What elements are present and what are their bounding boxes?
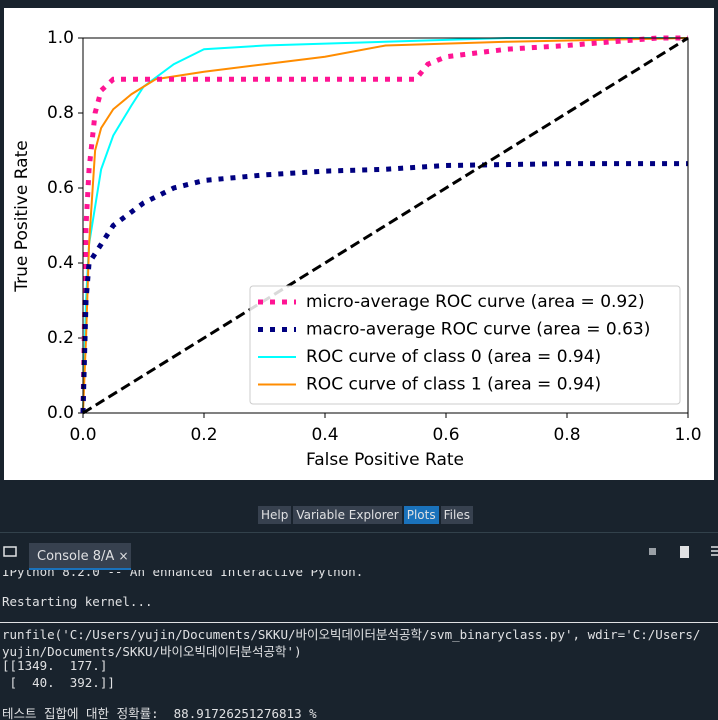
options-icon[interactable] bbox=[3, 546, 17, 557]
menu-icon[interactable] bbox=[711, 546, 718, 556]
stop-icon[interactable] bbox=[649, 548, 656, 555]
x-tick-label: 1.0 bbox=[674, 425, 701, 445]
legend-label: ROC curve of class 0 (area = 0.94) bbox=[306, 347, 601, 367]
y-tick-label: 0.6 bbox=[47, 178, 74, 198]
x-tick-label: 0.0 bbox=[69, 425, 96, 445]
x-tick-label: 0.6 bbox=[432, 425, 459, 445]
separator bbox=[0, 622, 718, 623]
y-tick-label: 0.8 bbox=[47, 103, 74, 123]
console-line: Restarting kernel... bbox=[2, 594, 153, 609]
legend-label: micro-average ROC curve (area = 0.92) bbox=[306, 292, 645, 312]
x-tick-label: 0.8 bbox=[553, 425, 580, 445]
console-line: [ 40. 392.]] bbox=[2, 675, 115, 690]
x-tick-label: 0.4 bbox=[311, 425, 338, 445]
tab[interactable]: Plots bbox=[403, 506, 439, 524]
y-tick-label: 0.2 bbox=[47, 328, 74, 348]
console-line: runfile('C:/Users/yujin/Documents/SKKU/바… bbox=[2, 627, 701, 642]
roc-line bbox=[82, 37, 689, 414]
legend-label: ROC curve of class 1 (area = 0.94) bbox=[306, 375, 601, 395]
tab[interactable]: Variable Explorer bbox=[293, 506, 402, 524]
legend bbox=[249, 285, 681, 405]
x-axis-label: False Positive Rate bbox=[306, 450, 464, 470]
plot-frame bbox=[82, 37, 689, 414]
clear-icon[interactable] bbox=[680, 546, 689, 558]
y-tick-label: 0.0 bbox=[47, 403, 74, 423]
console-output: IPython 8.2.0 -- An enhanced Interactive… bbox=[0, 570, 718, 720]
legend-label: macro-average ROC curve (area = 0.63) bbox=[306, 320, 650, 340]
console-icons bbox=[3, 546, 718, 558]
console-tab[interactable]: Console 8/A × bbox=[29, 543, 131, 570]
roc-line bbox=[82, 36, 689, 415]
console-line: IPython 8.2.0 -- An enhanced Interactive… bbox=[2, 570, 364, 579]
y-tick-label: 0.4 bbox=[47, 253, 74, 273]
plot-pane: False Positive Rate True Positive Rate 0… bbox=[4, 8, 714, 480]
close-icon[interactable]: × bbox=[118, 549, 129, 563]
roc-line bbox=[80, 161, 688, 414]
console-line: 테스트 집합에 대한 정확률: 88.91726251276813 % bbox=[2, 706, 317, 720]
tab[interactable]: Help bbox=[258, 506, 292, 524]
roc-line bbox=[80, 35, 688, 414]
console-header: Console 8/A × bbox=[0, 532, 718, 571]
tab[interactable]: Files bbox=[440, 506, 473, 524]
console-line: yujin/Documents/SKKU/바이오빅데이터분석공학') bbox=[2, 644, 302, 659]
pane-tabs: Help Variable Explorer Plots Files bbox=[258, 506, 473, 524]
y-axis-label: True Positive Rate bbox=[12, 140, 32, 292]
y-tick-label: 1.0 bbox=[47, 28, 74, 48]
x-tick-label: 0.2 bbox=[190, 425, 217, 445]
console-tab-label: Console 8/A bbox=[37, 549, 115, 564]
console-line: [[1349. 177.] bbox=[2, 658, 108, 673]
